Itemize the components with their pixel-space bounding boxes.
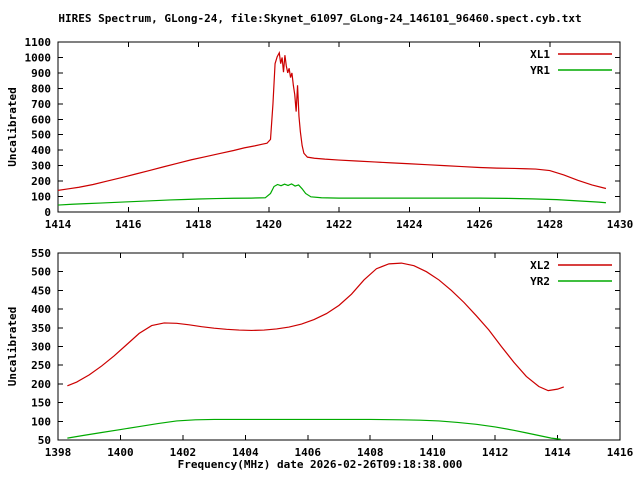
- y-tick-label: 100: [31, 415, 51, 428]
- trace-xl1: [58, 50, 607, 191]
- y-tick-label: 350: [31, 322, 51, 335]
- x-axis-caption: Frequency(MHz) date 2026-02-26T09:18:38.…: [178, 458, 463, 471]
- chart-title: HIRES Spectrum, GLong-24, file:Skynet_61…: [58, 12, 581, 25]
- y-tick-label: 250: [31, 359, 51, 372]
- y-tick-label: 150: [31, 397, 51, 410]
- y-tick-label: 400: [31, 303, 51, 316]
- panel-top: 0 100 200 300 400 500 600 700 800 900 1000 1100 1414…: [6, 36, 633, 231]
- y-tick-label: 0: [44, 206, 51, 219]
- legend-label-yr1: YR1: [530, 64, 550, 77]
- y-tick-label: 100: [31, 191, 51, 204]
- x-tick-label: 1420: [256, 218, 283, 231]
- x-tick-label: 1400: [107, 446, 134, 459]
- y-tick-label: 550: [31, 247, 51, 260]
- trace-yr1: [58, 183, 607, 206]
- y-tick-label: 50: [38, 434, 51, 447]
- x-tick-label: 1416: [115, 218, 142, 231]
- x-tick-label: 1412: [482, 446, 509, 459]
- y-tick-label: 900: [31, 67, 51, 80]
- x-tick-label: 1404: [232, 446, 259, 459]
- x-tick-label: 1416: [607, 446, 634, 459]
- y-tick-label: 200: [31, 175, 51, 188]
- x-tick-label: 1430: [607, 218, 634, 231]
- y-tick-label: 1000: [25, 51, 52, 64]
- x-tick-label: 1426: [466, 218, 493, 231]
- trace-xl2: [67, 262, 565, 392]
- y-tick-label: 500: [31, 129, 51, 142]
- y-tick-label: 450: [31, 284, 51, 297]
- x-tick-label: 1408: [357, 446, 384, 459]
- y-tick-label: 300: [31, 160, 51, 173]
- x-tick-label: 1422: [326, 218, 353, 231]
- x-tick-label: 1414: [45, 218, 72, 231]
- y-tick-label: 700: [31, 98, 51, 111]
- x-tick-label: 1414: [544, 446, 571, 459]
- y-tick-label: 600: [31, 113, 51, 126]
- y-tick-label: 400: [31, 144, 51, 157]
- y-tick-label: 200: [31, 378, 51, 391]
- x-tick-label: 1424: [396, 218, 423, 231]
- x-tick-label: 1402: [170, 446, 197, 459]
- y-axis-title: Uncalibrated: [6, 87, 19, 166]
- y-tick-label: 300: [31, 341, 51, 354]
- x-tick-label: 1398: [45, 446, 72, 459]
- legend-label-xl2: XL2: [530, 259, 550, 272]
- legend-label-xl1: XL1: [530, 48, 550, 61]
- trace-yr2: [67, 418, 561, 440]
- x-tick-label: 1418: [185, 218, 212, 231]
- y-tick-label: 500: [31, 266, 51, 279]
- panel-bottom: 50 100 150 200 250 300 350 400 450 500 550 1398 1400…: [6, 247, 634, 459]
- x-tick-label: 1410: [419, 446, 446, 459]
- y-tick-label: 1100: [25, 36, 52, 49]
- y-tick-label: 800: [31, 82, 51, 95]
- x-tick-label: 1406: [295, 446, 322, 459]
- legend-label-yr2: YR2: [530, 275, 550, 288]
- y-axis-title: Uncalibrated: [6, 307, 19, 386]
- x-tick-label: 1428: [537, 218, 564, 231]
